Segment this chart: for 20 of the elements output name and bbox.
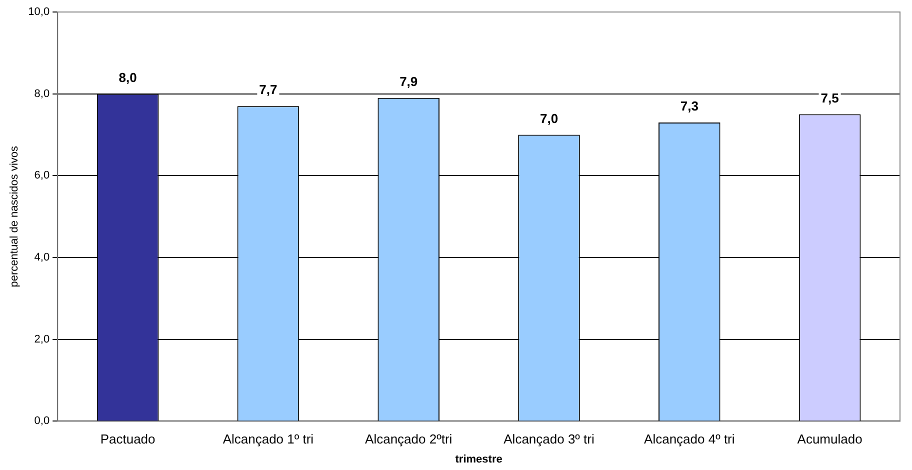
data-label: 7,7 (259, 82, 278, 98)
y-tick-label: 0,0 (34, 415, 50, 428)
x-tick-label: Pactuado (100, 432, 156, 447)
data-label: 7,9 (400, 74, 418, 90)
x-tick-label: Alcançado 2ºtri (365, 432, 452, 447)
y-tick-label: 2,0 (34, 333, 50, 346)
x-tick-label: Acumulado (797, 432, 862, 447)
y-axis-title: percentual de nascidos vivos (8, 145, 21, 288)
y-tick-label: 4,0 (34, 252, 50, 264)
y-tick-label: 8,0 (34, 88, 50, 100)
x-axis-title: trimestre (455, 453, 502, 466)
x-tick-label: Alcançado 4º tri (644, 432, 735, 447)
data-label: 8,0 (118, 70, 137, 85)
data-label: 7,0 (540, 110, 558, 126)
y-tick-label: 6,0 (34, 170, 50, 182)
x-tick-label: Alcançado 1º tri (222, 432, 314, 447)
x-tick-label: Alcançado 3º tri (504, 432, 594, 447)
y-tick-label: 10,0 (28, 6, 50, 18)
data-label: 7,5 (820, 90, 839, 106)
data-label: 7,3 (680, 98, 698, 114)
